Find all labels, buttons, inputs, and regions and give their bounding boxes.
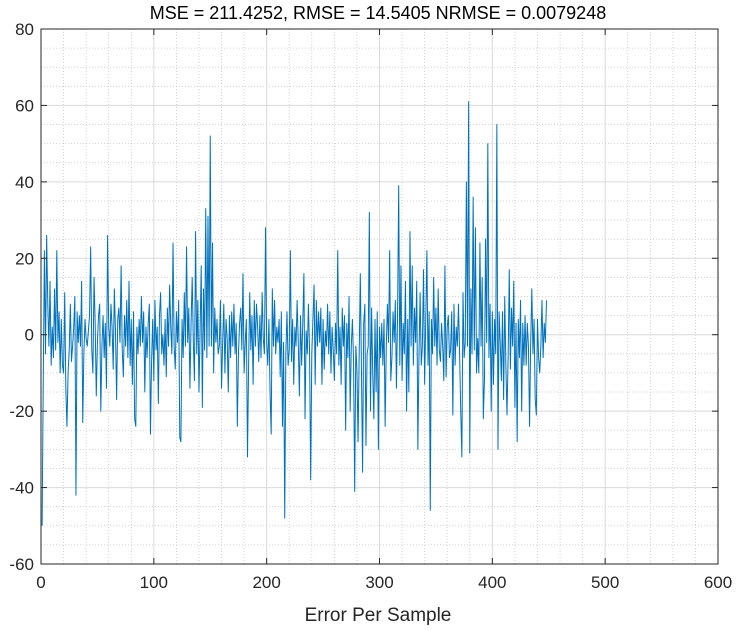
series-line-0 <box>41 101 547 526</box>
x-tick-label: 500 <box>591 573 619 592</box>
y-tick-label: -60 <box>9 555 34 574</box>
x-tick-label: 100 <box>140 573 168 592</box>
chart-title: MSE = 211.4252, RMSE = 14.5405 NRMSE = 0… <box>150 3 606 23</box>
y-tick-label: 20 <box>15 249 34 268</box>
series-layer <box>41 101 547 526</box>
x-tick-label: 200 <box>252 573 280 592</box>
x-tick-label: 0 <box>36 573 45 592</box>
x-tick-label: 600 <box>704 573 732 592</box>
y-tick-label: 40 <box>15 173 34 192</box>
x-tick-label: 400 <box>478 573 506 592</box>
y-tick-labels: -60 -40 -20 0 20 40 60 80 <box>9 20 34 574</box>
y-tick-label: -40 <box>9 479 34 498</box>
x-tick-label: 300 <box>365 573 393 592</box>
axis-ticks <box>40 28 719 565</box>
x-axis-label: Error Per Sample <box>305 605 452 626</box>
y-tick-label: 80 <box>15 20 34 39</box>
x-tick-labels: 0 100 200 300 400 500 600 <box>36 573 732 592</box>
y-tick-label: 60 <box>15 96 34 115</box>
y-tick-label: 0 <box>25 326 34 345</box>
y-tick-label: -20 <box>9 402 34 421</box>
